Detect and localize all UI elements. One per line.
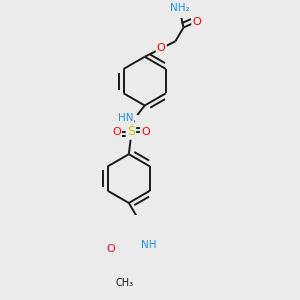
Text: O: O — [192, 17, 201, 27]
Text: O: O — [112, 127, 121, 137]
Text: O: O — [157, 43, 166, 53]
Text: HN: HN — [118, 113, 133, 123]
Text: O: O — [141, 127, 150, 137]
Text: S: S — [127, 125, 135, 139]
Text: NH₂: NH₂ — [170, 3, 190, 13]
Text: CH₃: CH₃ — [116, 278, 134, 288]
Text: NH: NH — [141, 240, 156, 250]
Text: O: O — [106, 244, 115, 254]
